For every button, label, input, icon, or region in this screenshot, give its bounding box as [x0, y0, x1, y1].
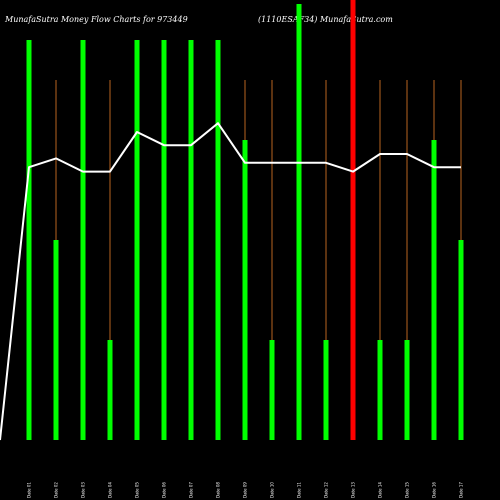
- money-flow-bar: [215, 40, 221, 440]
- money-flow-bar: [431, 140, 437, 440]
- chart-title-right: (1110ESAF34) MunafaSutra.com: [258, 15, 393, 24]
- money-flow-bar: [161, 40, 167, 440]
- x-tick-label: Date 13: [351, 482, 356, 498]
- money-flow-bar: [323, 340, 329, 440]
- x-tick-label: Date 17: [459, 482, 464, 498]
- x-tick-label: Date 06: [162, 482, 167, 498]
- x-tick-label: Date 12: [324, 482, 329, 498]
- x-tick-label: Date 05: [135, 482, 140, 498]
- money-flow-bar: [269, 340, 275, 440]
- money-flow-bar: [458, 240, 464, 440]
- x-tick-label: Date 07: [189, 482, 194, 498]
- money-flow-bar: [404, 340, 410, 440]
- money-flow-bar: [53, 240, 59, 440]
- x-tick-label: Date 11: [297, 482, 302, 498]
- money-flow-bar: [134, 40, 140, 440]
- x-tick-label: Date 08: [216, 482, 221, 498]
- money-flow-bar: [188, 40, 194, 440]
- x-tick-label: Date 10: [270, 482, 275, 498]
- x-tick-label: Date 14: [378, 482, 383, 498]
- money-flow-bar: [26, 40, 32, 440]
- x-tick-label: Date 09: [243, 482, 248, 498]
- x-tick-label: Date 16: [432, 482, 437, 498]
- chart-title-left: MunafaSutra Money Flow Charts for 973449: [4, 15, 188, 24]
- money-flow-bar: [377, 340, 383, 440]
- x-tick-label: Date 04: [108, 482, 113, 498]
- money-flow-bar: [242, 140, 248, 440]
- money-flow-bar: [350, 0, 356, 440]
- money-flow-bar: [296, 4, 302, 440]
- x-tick-label: Date 15: [405, 482, 410, 498]
- x-tick-label: Date 01: [27, 482, 32, 498]
- money-flow-bar: [107, 340, 113, 440]
- money-flow-line: [0, 122, 461, 441]
- x-tick-label: Date 03: [81, 482, 86, 498]
- money-flow-bar: [80, 40, 86, 440]
- x-tick-label: Date 02: [54, 482, 59, 498]
